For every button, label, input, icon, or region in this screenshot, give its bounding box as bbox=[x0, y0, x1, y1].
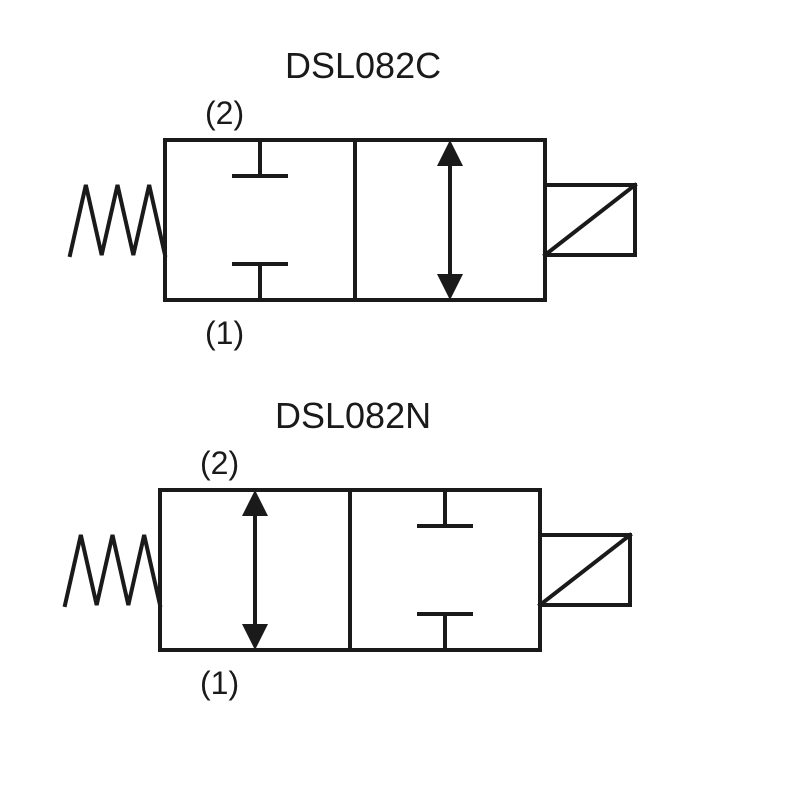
valve-c-port-top: (2) bbox=[205, 95, 244, 132]
valve-n-port-bottom: (1) bbox=[200, 665, 239, 702]
valve-n-title: DSL082N bbox=[275, 395, 431, 437]
valve-c-port-bottom: (1) bbox=[205, 315, 244, 352]
valve-n-port-top: (2) bbox=[200, 445, 239, 482]
valve-c-title: DSL082C bbox=[285, 45, 441, 87]
